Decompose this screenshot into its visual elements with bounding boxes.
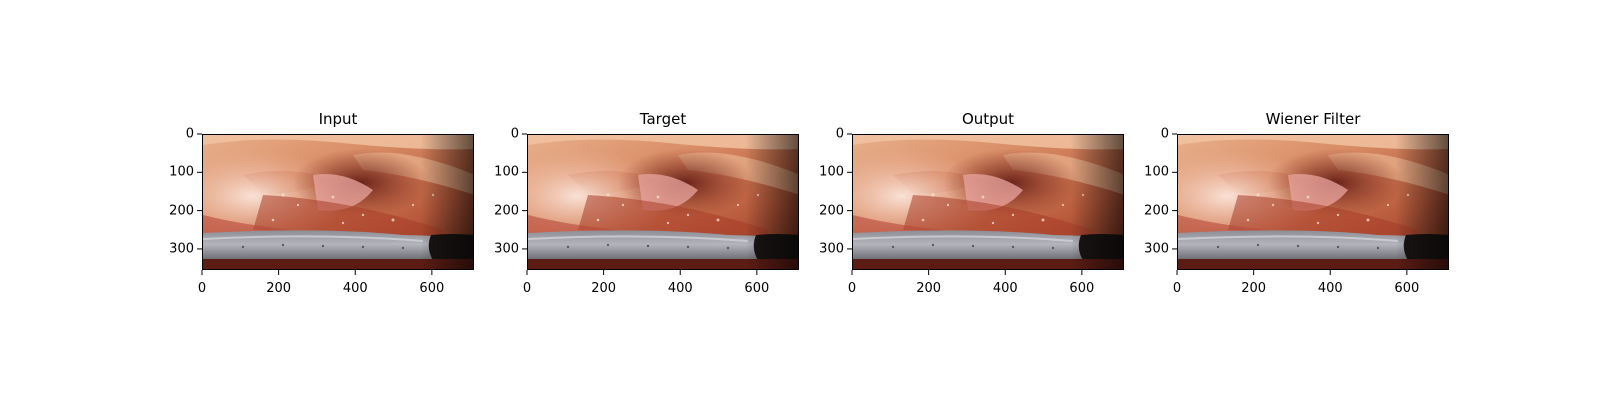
panel-title: Output [961, 110, 1015, 128]
y-tick-label: 200 [494, 203, 519, 219]
x-tick-label: 0 [522, 281, 532, 296]
y-tick-label: 200 [819, 203, 844, 219]
x-tick-label: 600 [1394, 281, 1420, 296]
panel-image [1177, 134, 1449, 270]
x-tick-label: 400 [992, 281, 1018, 296]
y-tick-label: 0 [510, 126, 519, 142]
y-tick-label: 100 [819, 164, 844, 180]
x-tick-label: 200 [916, 281, 942, 296]
y-tick-label: 300 [1144, 241, 1169, 257]
x-tick-label: 0 [197, 281, 207, 296]
y-tick-label: 200 [1144, 203, 1169, 219]
panel-image [527, 134, 799, 270]
x-tick-label: 0 [847, 281, 857, 296]
y-tick-label: 0 [185, 126, 194, 142]
x-tick-label: 400 [1317, 281, 1343, 296]
x-tick-label: 200 [591, 281, 617, 296]
x-tick-label: 600 [1069, 281, 1095, 296]
y-tick-label: 0 [835, 126, 844, 142]
panel-image [852, 134, 1124, 270]
y-tick-label: 0 [1160, 126, 1169, 142]
panel-title: Target [639, 110, 687, 128]
x-tick-label: 200 [266, 281, 292, 296]
y-tick-label: 100 [169, 164, 194, 180]
y-tick-label: 300 [494, 241, 519, 257]
panel-title: Wiener Filter [1265, 110, 1361, 128]
x-tick-label: 600 [744, 281, 770, 296]
panel-title: Input [318, 110, 358, 128]
y-tick-label: 300 [819, 241, 844, 257]
x-tick-label: 0 [1172, 281, 1182, 296]
y-tick-label: 100 [1144, 164, 1169, 180]
x-tick-label: 400 [342, 281, 368, 296]
y-tick-label: 100 [494, 164, 519, 180]
x-tick-label: 200 [1241, 281, 1267, 296]
y-tick-label: 200 [169, 203, 194, 219]
x-tick-label: 600 [419, 281, 445, 296]
panel-image [202, 134, 474, 270]
y-tick-label: 300 [169, 241, 194, 257]
x-tick-label: 400 [667, 281, 693, 296]
